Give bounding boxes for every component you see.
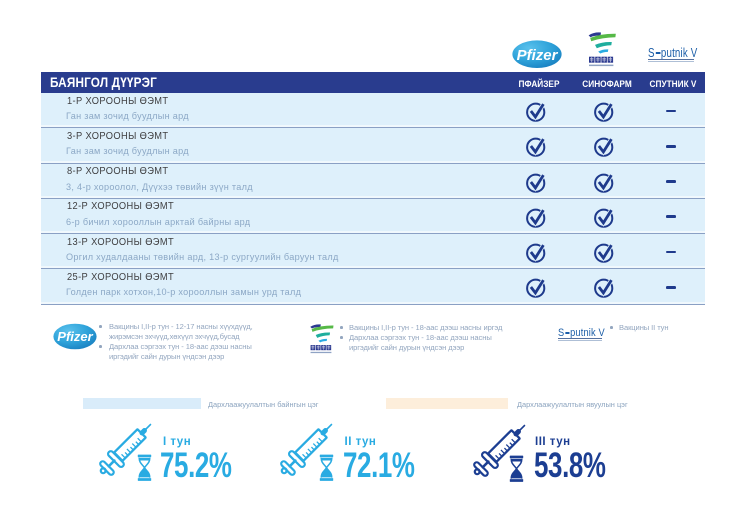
svg-text:Pfizer: Pfizer — [57, 329, 93, 344]
svg-text:Pfizer: Pfizer — [516, 47, 558, 64]
